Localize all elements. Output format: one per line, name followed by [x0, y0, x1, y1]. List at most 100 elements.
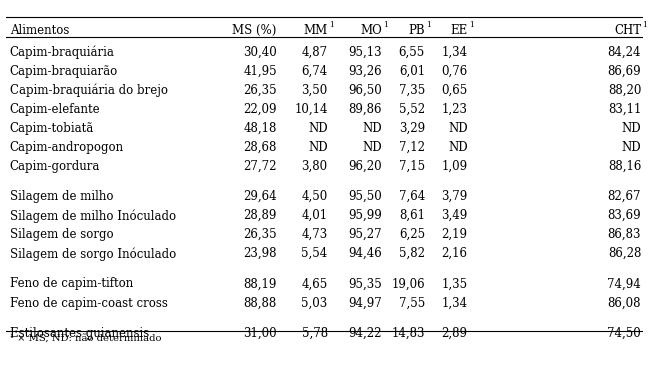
Text: 2,16: 2,16: [441, 247, 467, 260]
Text: 83,69: 83,69: [607, 209, 641, 222]
Text: 7,55: 7,55: [398, 296, 425, 309]
Text: ¹ × MS, ND: não determinado: ¹ × MS, ND: não determinado: [10, 335, 161, 344]
Text: 8,61: 8,61: [399, 209, 425, 222]
Text: 74,50: 74,50: [607, 327, 641, 340]
Text: MM: MM: [304, 24, 328, 37]
Text: 4,50: 4,50: [301, 190, 328, 203]
Text: 86,08: 86,08: [607, 296, 641, 309]
Text: ND: ND: [622, 141, 641, 154]
Text: Feno de capim-coast cross: Feno de capim-coast cross: [10, 296, 167, 309]
Text: PB: PB: [408, 24, 425, 37]
Text: 29,64: 29,64: [243, 190, 276, 203]
Text: ND: ND: [362, 141, 382, 154]
Text: 4,73: 4,73: [301, 228, 328, 241]
Text: 2,89: 2,89: [441, 327, 467, 340]
Text: 7,12: 7,12: [399, 141, 425, 154]
Text: 26,35: 26,35: [243, 228, 276, 241]
Text: 10,14: 10,14: [294, 103, 328, 116]
Text: 4,65: 4,65: [301, 277, 328, 290]
Text: 7,35: 7,35: [398, 84, 425, 97]
Text: 1: 1: [469, 21, 474, 29]
Text: 95,27: 95,27: [348, 228, 382, 241]
Text: 14,83: 14,83: [391, 327, 425, 340]
Text: 95,50: 95,50: [348, 190, 382, 203]
Text: 1: 1: [329, 21, 334, 29]
Text: 93,26: 93,26: [348, 65, 382, 78]
Text: EE: EE: [450, 24, 467, 37]
Text: MO: MO: [360, 24, 382, 37]
Text: Capim-braquiarão: Capim-braquiarão: [10, 65, 118, 78]
Text: 95,99: 95,99: [348, 209, 382, 222]
Text: 88,19: 88,19: [243, 277, 276, 290]
Text: 83,11: 83,11: [608, 103, 641, 116]
Text: Capim-braquiária do brejo: Capim-braquiária do brejo: [10, 84, 167, 97]
Text: 84,24: 84,24: [607, 46, 641, 59]
Text: Alimentos: Alimentos: [10, 24, 69, 37]
Text: ND: ND: [622, 122, 641, 135]
Text: ND: ND: [448, 122, 467, 135]
Text: 27,72: 27,72: [243, 160, 276, 173]
Text: 1,34: 1,34: [441, 296, 467, 309]
Text: 31,00: 31,00: [243, 327, 276, 340]
Text: 6,74: 6,74: [301, 65, 328, 78]
Text: Capim-tobiatã: Capim-tobiatã: [10, 122, 94, 135]
Text: ND: ND: [308, 141, 328, 154]
Text: 86,83: 86,83: [607, 228, 641, 241]
Text: 1,34: 1,34: [441, 46, 467, 59]
Text: 88,88: 88,88: [243, 296, 276, 309]
Text: 5,03: 5,03: [301, 296, 328, 309]
Text: 88,16: 88,16: [608, 160, 641, 173]
Text: 82,67: 82,67: [607, 190, 641, 203]
Text: 3,49: 3,49: [441, 209, 467, 222]
Text: 0,65: 0,65: [441, 84, 467, 97]
Text: 3,50: 3,50: [301, 84, 328, 97]
Text: 3,80: 3,80: [302, 160, 328, 173]
Text: 7,64: 7,64: [398, 190, 425, 203]
Text: 94,46: 94,46: [348, 247, 382, 260]
Text: 5,54: 5,54: [301, 247, 328, 260]
Text: 22,09: 22,09: [243, 103, 276, 116]
Text: Capim-elefante: Capim-elefante: [10, 103, 101, 116]
Text: Capim-gordura: Capim-gordura: [10, 160, 100, 173]
Text: Silagem de sorgo Inóculado: Silagem de sorgo Inóculado: [10, 247, 176, 261]
Text: 95,13: 95,13: [348, 46, 382, 59]
Text: 86,69: 86,69: [607, 65, 641, 78]
Text: 6,55: 6,55: [398, 46, 425, 59]
Text: 28,89: 28,89: [243, 209, 276, 222]
Text: MS (%): MS (%): [232, 24, 276, 37]
Text: CHT: CHT: [614, 24, 641, 37]
Text: 30,40: 30,40: [243, 46, 276, 59]
Text: 1: 1: [426, 21, 431, 29]
Text: Estilosantes guianensis: Estilosantes guianensis: [10, 327, 149, 340]
Text: 6,01: 6,01: [399, 65, 425, 78]
Text: 96,20: 96,20: [348, 160, 382, 173]
Text: 23,98: 23,98: [243, 247, 276, 260]
Text: Silagem de milho: Silagem de milho: [10, 190, 113, 203]
Text: 4,87: 4,87: [302, 46, 328, 59]
Text: 7,15: 7,15: [399, 160, 425, 173]
Text: 1,09: 1,09: [441, 160, 467, 173]
Text: 1,23: 1,23: [441, 103, 467, 116]
Text: 1: 1: [383, 21, 388, 29]
Text: ND: ND: [448, 141, 467, 154]
Text: 88,20: 88,20: [608, 84, 641, 97]
Text: 95,35: 95,35: [348, 277, 382, 290]
Text: 74,94: 74,94: [607, 277, 641, 290]
Text: 19,06: 19,06: [391, 277, 425, 290]
Text: 3,79: 3,79: [441, 190, 467, 203]
Text: Feno de capim-tifton: Feno de capim-tifton: [10, 277, 133, 290]
Text: 5,82: 5,82: [399, 247, 425, 260]
Text: 26,35: 26,35: [243, 84, 276, 97]
Text: 86,28: 86,28: [608, 247, 641, 260]
Text: 48,18: 48,18: [243, 122, 276, 135]
Text: 3,29: 3,29: [399, 122, 425, 135]
Text: Capim-braquiária: Capim-braquiária: [10, 46, 114, 59]
Text: 5,52: 5,52: [399, 103, 425, 116]
Text: 41,95: 41,95: [243, 65, 276, 78]
Text: 96,50: 96,50: [348, 84, 382, 97]
Text: 2,19: 2,19: [441, 228, 467, 241]
Text: Silagem de milho Inóculado: Silagem de milho Inóculado: [10, 209, 176, 223]
Text: 6,25: 6,25: [399, 228, 425, 241]
Text: 0,76: 0,76: [441, 65, 467, 78]
Text: ND: ND: [362, 122, 382, 135]
